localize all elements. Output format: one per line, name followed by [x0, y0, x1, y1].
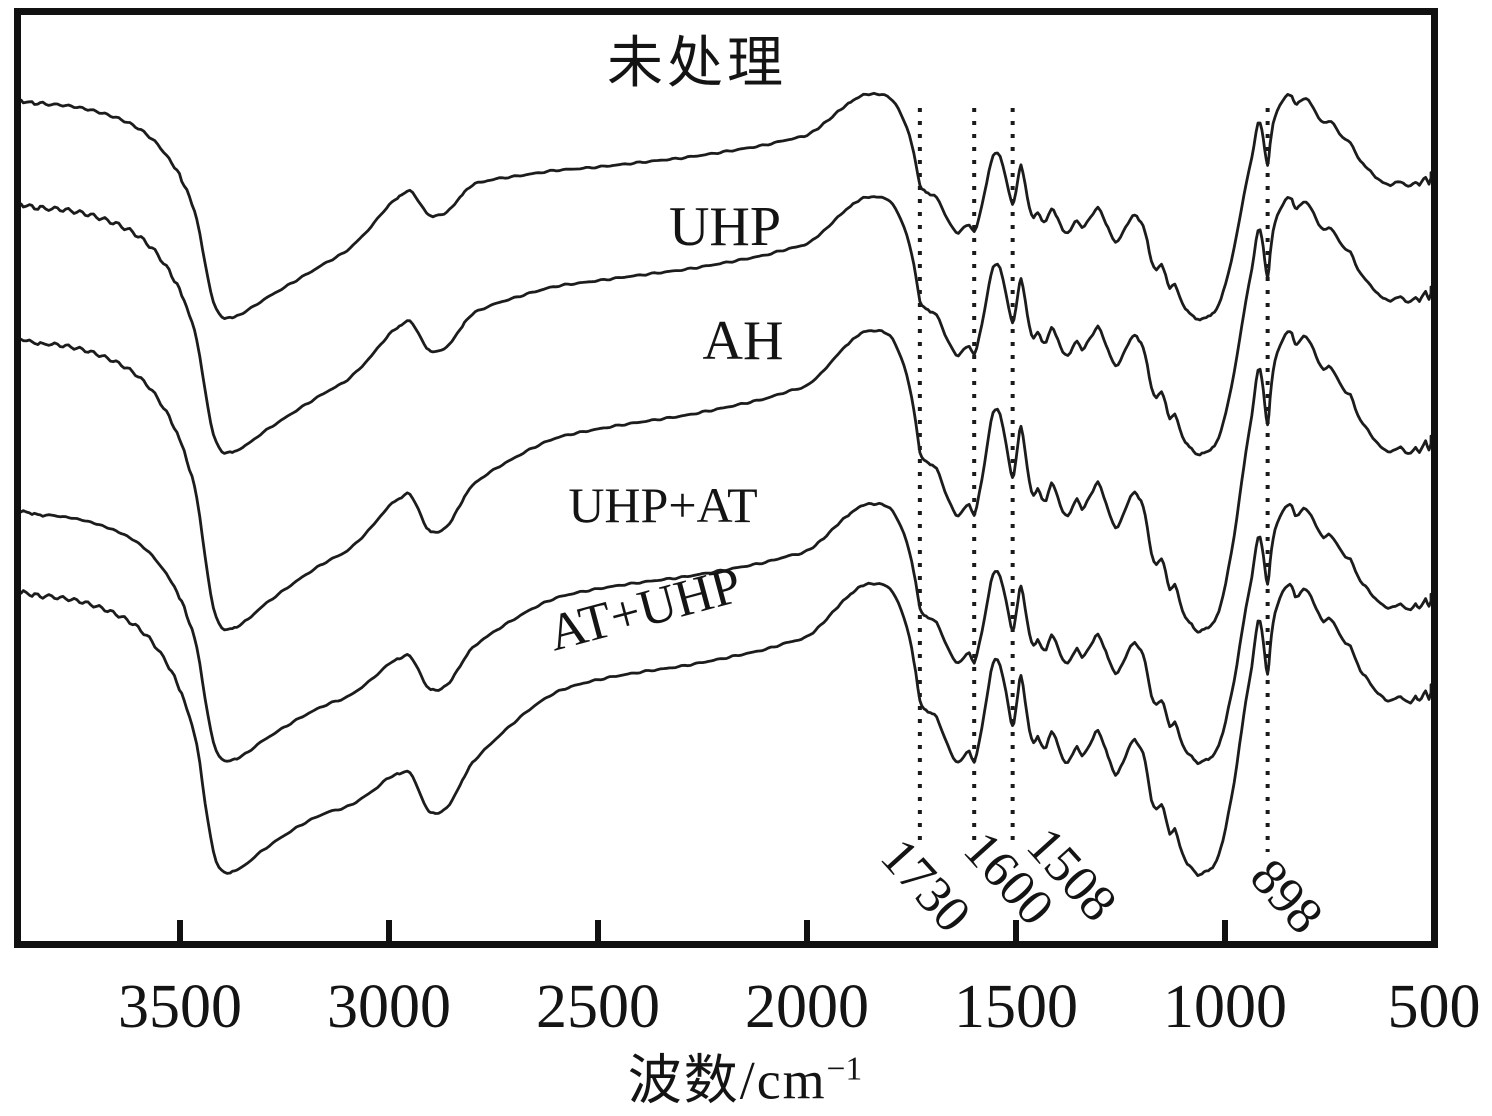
- x-axis-ticks: [177, 920, 1437, 941]
- series-label-untreated: 未处理: [607, 33, 787, 95]
- x-axis-title-text: 波数/cm: [627, 1050, 827, 1111]
- spectrum-curve-AH: [21, 329, 1431, 634]
- series-label-uhp: UHP: [668, 196, 782, 258]
- spectrum-curve-AT+UHP: [21, 581, 1431, 877]
- x-axis-title-superscript: −1: [826, 1050, 863, 1088]
- x-tick-label-2000: 2000: [745, 973, 869, 1041]
- spectrum-curve-UHP+AT: [21, 501, 1431, 766]
- series-label-ah: AH: [702, 310, 784, 372]
- spectra-curves: [21, 91, 1431, 877]
- x-tick-label-1500: 1500: [954, 973, 1078, 1041]
- x-axis-title: 波数/cm−1: [627, 1050, 863, 1111]
- x-tick-label-2500: 2500: [536, 973, 660, 1041]
- spectrum-curve-UHP: [21, 195, 1431, 457]
- series-label-uhp-at: UHP+AT: [568, 477, 758, 533]
- spectrum-curve-未处理: [21, 91, 1431, 322]
- x-tick-label-3000: 3000: [327, 973, 451, 1041]
- x-tick-label-500: 500: [1387, 973, 1481, 1041]
- x-tick-label-1000: 1000: [1163, 973, 1287, 1041]
- peak-marker-lines: [917, 108, 1270, 852]
- x-tick-label-3500: 3500: [118, 973, 242, 1041]
- plot-border: [14, 8, 1438, 948]
